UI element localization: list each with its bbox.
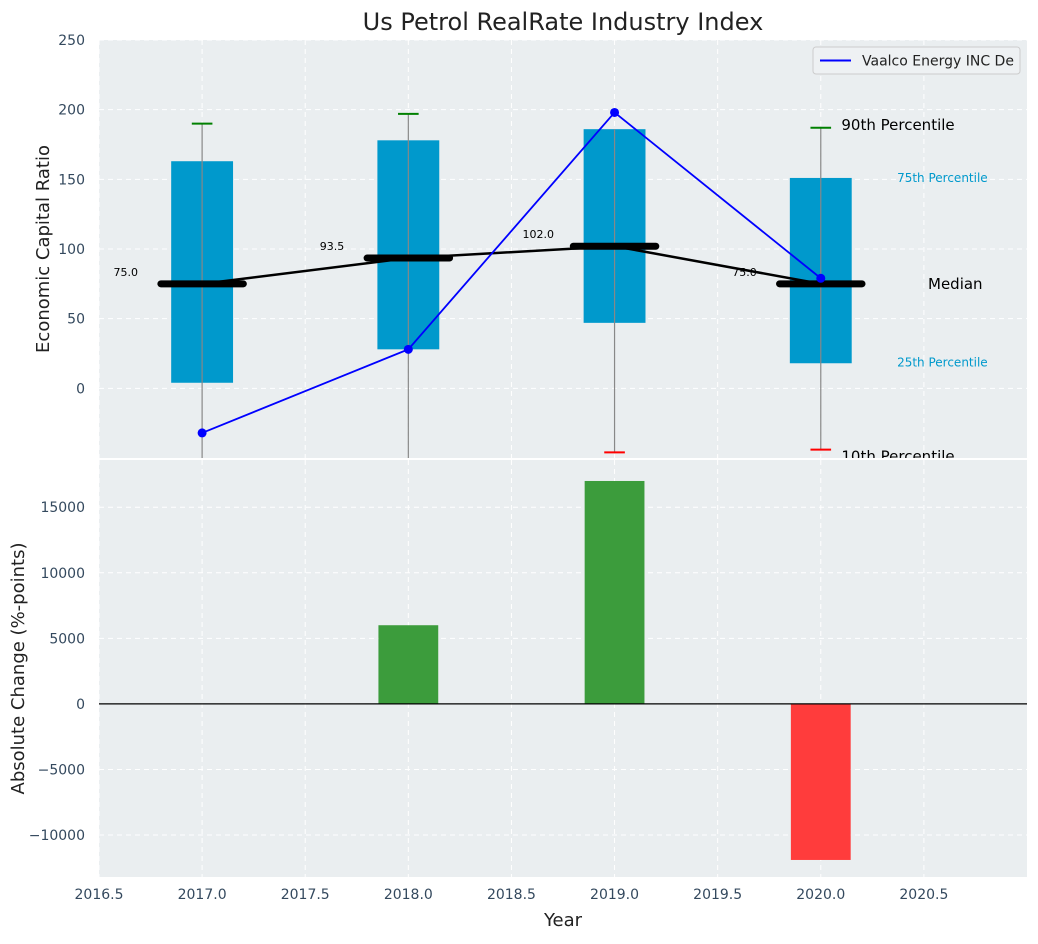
legend-label: Vaalco Energy INC De [862, 54, 1014, 70]
x-tick-label: 2019.0 [590, 887, 639, 903]
annotation-median: Median [928, 275, 983, 293]
top-y-tick-label: 0 [76, 381, 85, 397]
change-bar-2020 [790, 703, 851, 860]
x-tick-label: 2018.0 [384, 887, 433, 903]
legend: Vaalco Energy INC De [812, 46, 1021, 75]
bottom-y-tick-label: 5000 [49, 631, 85, 647]
x-tick-label: 2018.5 [487, 887, 536, 903]
bottom-panel-x-ticks: 2016.5 2017.0 2017.5 2018.0 2018.5 2019.0 2019… [75, 887, 949, 903]
top-panel-y-axis-label: Economic Capital Ratio [33, 145, 54, 353]
top-y-tick-label: 150 [58, 172, 85, 188]
bottom-panel-y-axis-label: Absolute Change (%-points) [8, 543, 29, 795]
x-axis-label: Year [543, 910, 583, 931]
median-value-label: 75.0 [114, 266, 139, 279]
bottom-y-tick-label: −10000 [29, 828, 85, 844]
change-bar-2019 [584, 480, 645, 704]
company-line [201, 111, 822, 434]
top-y-tick-label: 200 [58, 103, 85, 119]
bottom-panel-content [99, 480, 1027, 860]
bottom-y-tick-label: 10000 [40, 566, 85, 582]
median-value-label: 75.0 [732, 266, 757, 279]
top-y-tick-label: 100 [58, 242, 85, 258]
company-point-2018 [403, 344, 413, 354]
median-trend-line [201, 244, 822, 286]
bottom-y-tick-label: −5000 [38, 762, 85, 778]
bottom-y-tick-label: 0 [76, 697, 85, 713]
annotation-p90: 90th Percentile [841, 116, 954, 134]
change-bar-2018 [378, 625, 439, 704]
legend-box [812, 46, 1021, 75]
median-value-label: 102.0 [523, 228, 555, 241]
chart-title: Us Petrol RealRate Industry Index [363, 8, 764, 36]
top-panel-content: 75.0 93.5 102.0 75.0 90th Percentile 75th Per… [114, 107, 988, 466]
bottom-panel-y-ticks: −10000 −5000 0 5000 10000 15000 [29, 500, 85, 844]
company-point-2019 [610, 107, 620, 117]
top-y-tick-label: 50 [67, 312, 85, 328]
company-point-2020 [816, 273, 826, 283]
x-tick-label: 2017.0 [178, 887, 227, 903]
bottom-panel-background [99, 460, 1027, 877]
median-value-label: 93.5 [320, 240, 345, 253]
top-y-tick-label: 250 [58, 33, 85, 49]
company-point-2017 [197, 428, 207, 438]
x-tick-label: 2017.5 [281, 887, 330, 903]
bottom-y-tick-label: 15000 [40, 500, 85, 516]
annotation-p10: 10th Percentile [841, 448, 954, 466]
x-tick-label: 2019.5 [693, 887, 742, 903]
annotation-p25: 25th Percentile [897, 355, 988, 369]
x-tick-label: 2016.5 [75, 887, 124, 903]
x-tick-label: 2020.0 [796, 887, 845, 903]
x-tick-label: 2020.5 [899, 887, 948, 903]
annotation-p75: 75th Percentile [897, 171, 988, 185]
top-panel-y-ticks: 0 50 100 150 200 250 [58, 33, 85, 397]
